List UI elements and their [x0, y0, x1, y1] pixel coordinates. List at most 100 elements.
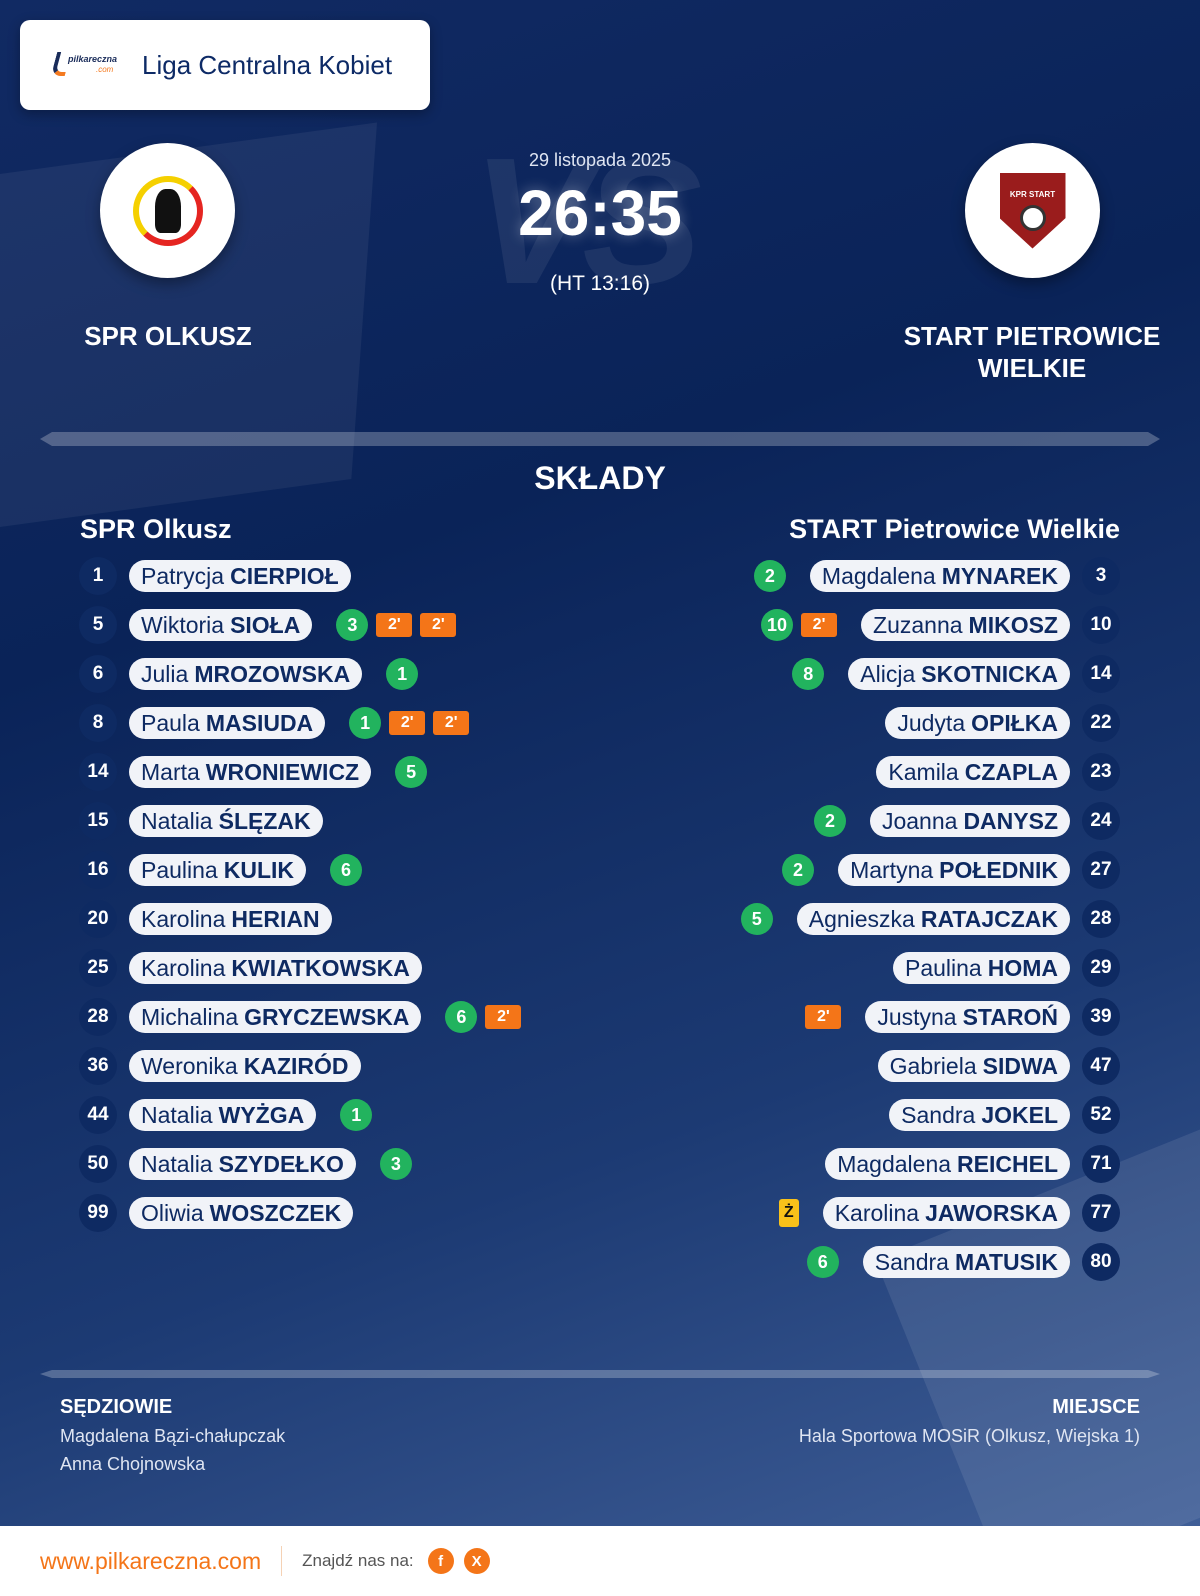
- player-last-name: HERIAN: [231, 905, 320, 932]
- player-last-name: STAROŃ: [962, 1003, 1058, 1030]
- venue-text: Hala Sportowa MOSiR (Olkusz, Wiejska 1): [798, 1426, 1140, 1446]
- away-lineup-title: START Pietrowice Wielkie: [789, 514, 1120, 544]
- player-name: Sandra MATUSIK: [862, 1246, 1070, 1278]
- player-name: Judyta OPIŁKA: [885, 707, 1070, 739]
- player-number: 15: [79, 802, 117, 840]
- player-number: 1: [79, 557, 117, 595]
- player-last-name: GRYCZEWSKA: [244, 1003, 410, 1030]
- player-stats: 6 2': [445, 1001, 522, 1033]
- goals-badge: 6: [330, 854, 363, 886]
- player-number: 6: [79, 655, 117, 693]
- goals-badge: 3: [336, 609, 369, 641]
- suspension-badge: 2': [805, 1005, 842, 1029]
- player-name: Magdalena REICHEL: [825, 1148, 1070, 1180]
- player-row: 6 Julia MROZOWSKA 1: [79, 655, 419, 693]
- player-first-name: Wiktoria: [141, 611, 225, 638]
- home-team-name: SPR OLKUSZ: [84, 321, 252, 351]
- player-last-name: SIDWA: [982, 1052, 1058, 1079]
- player-last-name: POŁEDNIK: [939, 856, 1058, 883]
- player-first-name: Patrycja: [141, 562, 225, 589]
- player-first-name: Gabriela: [889, 1052, 977, 1079]
- footer: www.pilkareczna.com Znajdź nas na: f X: [0, 1526, 1200, 1596]
- player-name: Julia MROZOWSKA: [129, 658, 363, 690]
- goals-badge: 3: [379, 1148, 412, 1180]
- player-row: 16 Paulina KULIK 6: [79, 851, 363, 889]
- player-last-name: WYŻGA: [218, 1101, 305, 1128]
- player-number: 80: [1082, 1243, 1120, 1281]
- website-link[interactable]: www.pilkareczna.com: [40, 1547, 262, 1574]
- player-number: 23: [1082, 753, 1120, 791]
- player-number: 28: [1082, 900, 1120, 938]
- player-last-name: KWIATKOWSKA: [231, 954, 410, 981]
- player-number: 25: [79, 949, 117, 987]
- away-team-logo: KPR START: [965, 143, 1100, 278]
- find-us-label: Znajdź nas na:: [302, 1551, 414, 1570]
- player-stats: Ż: [778, 1199, 799, 1227]
- player-first-name: Weronika: [141, 1052, 238, 1079]
- goals-badge: 6: [806, 1246, 839, 1278]
- player-last-name: WOSZCZEK: [209, 1199, 342, 1226]
- player-first-name: Justyna: [877, 1003, 957, 1030]
- player-stats: 6: [330, 854, 363, 886]
- player-first-name: Karolina: [141, 905, 226, 932]
- player-row: Judyta OPIŁKA 22: [861, 704, 1120, 742]
- player-first-name: Magdalena: [837, 1150, 952, 1177]
- goals-badge: 2: [813, 805, 846, 837]
- x-icon[interactable]: X: [463, 1548, 490, 1574]
- player-first-name: Joanna: [881, 807, 958, 834]
- player-name: Paulina HOMA: [892, 952, 1070, 984]
- match-date: 29 listopada 2025: [528, 150, 672, 170]
- player-row: 50 Natalia SZYDEŁKO 3: [79, 1145, 412, 1183]
- venue-title: MIEJSCE: [1052, 1396, 1140, 1418]
- goals-badge: 6: [445, 1001, 478, 1033]
- suspension-badge: 2': [420, 613, 457, 637]
- player-first-name: Kamila: [888, 758, 959, 785]
- player-number: 29: [1082, 949, 1120, 987]
- player-stats: 2: [813, 805, 846, 837]
- referees-title: SĘDZIOWIE: [60, 1396, 173, 1418]
- player-name: Justyna STAROŃ: [865, 1001, 1070, 1033]
- goals-badge: 8: [792, 658, 825, 690]
- player-last-name: MROZOWSKA: [194, 660, 351, 687]
- player-number: 47: [1082, 1047, 1120, 1085]
- player-last-name: REICHEL: [957, 1150, 1058, 1177]
- player-row: 14 Marta WRONIEWICZ 5: [79, 753, 428, 791]
- match-card: pilkareczna .com Liga Centralna Kobiet KP…: [0, 0, 1200, 1526]
- player-last-name: DANYSZ: [963, 807, 1058, 834]
- player-last-name: MASIUDA: [205, 709, 314, 736]
- player-row: 20 Karolina HERIAN: [79, 900, 356, 938]
- player-row: 2 Martyna POŁEDNIK 27: [782, 851, 1120, 889]
- player-row: Paulina HOMA 29: [869, 949, 1120, 987]
- player-row: Magdalena REICHEL 71: [801, 1145, 1120, 1183]
- player-row: 2 Magdalena MYNAREK 3: [753, 557, 1120, 595]
- goals-badge: 1: [349, 707, 382, 739]
- player-first-name: Marta: [141, 758, 200, 785]
- player-stats: 5: [740, 903, 773, 935]
- player-number: 20: [79, 900, 117, 938]
- player-number: 14: [1082, 655, 1120, 693]
- player-last-name: SZYDEŁKO: [218, 1150, 344, 1177]
- player-number: 14: [79, 753, 117, 791]
- suspension-badge: 2': [433, 711, 470, 735]
- player-number: 36: [79, 1047, 117, 1085]
- suspension-badge: 2': [389, 711, 426, 735]
- vs-watermark: VS: [472, 121, 702, 322]
- player-first-name: Paulina: [904, 954, 982, 981]
- player-name: Weronika KAZIRÓD: [129, 1050, 361, 1082]
- suspension-badge: 2': [485, 1005, 522, 1029]
- player-first-name: Paulina: [141, 856, 218, 883]
- player-name: Kamila CZAPLA: [876, 756, 1070, 788]
- player-name: Sandra JOKEL: [889, 1099, 1070, 1131]
- facebook-icon[interactable]: f: [427, 1548, 454, 1574]
- player-name: Alicja SKOTNICKA: [848, 658, 1070, 690]
- player-number: 44: [79, 1096, 117, 1134]
- goals-badge: 2: [753, 560, 786, 592]
- player-row: 5 Agnieszka RATAJCZAK 28: [740, 900, 1120, 938]
- player-row: 2 Joanna DANYSZ 24: [813, 802, 1120, 840]
- player-name: Oliwia WOSZCZEK: [129, 1197, 354, 1229]
- player-name: Wiktoria SIOŁA: [129, 609, 313, 641]
- player-row: 5 Wiktoria SIOŁA 3 2' 2': [79, 606, 457, 644]
- player-first-name: Alicja: [860, 660, 916, 687]
- player-row: 44 Natalia WYŻGA 1: [79, 1096, 373, 1134]
- player-first-name: Paula: [141, 709, 200, 736]
